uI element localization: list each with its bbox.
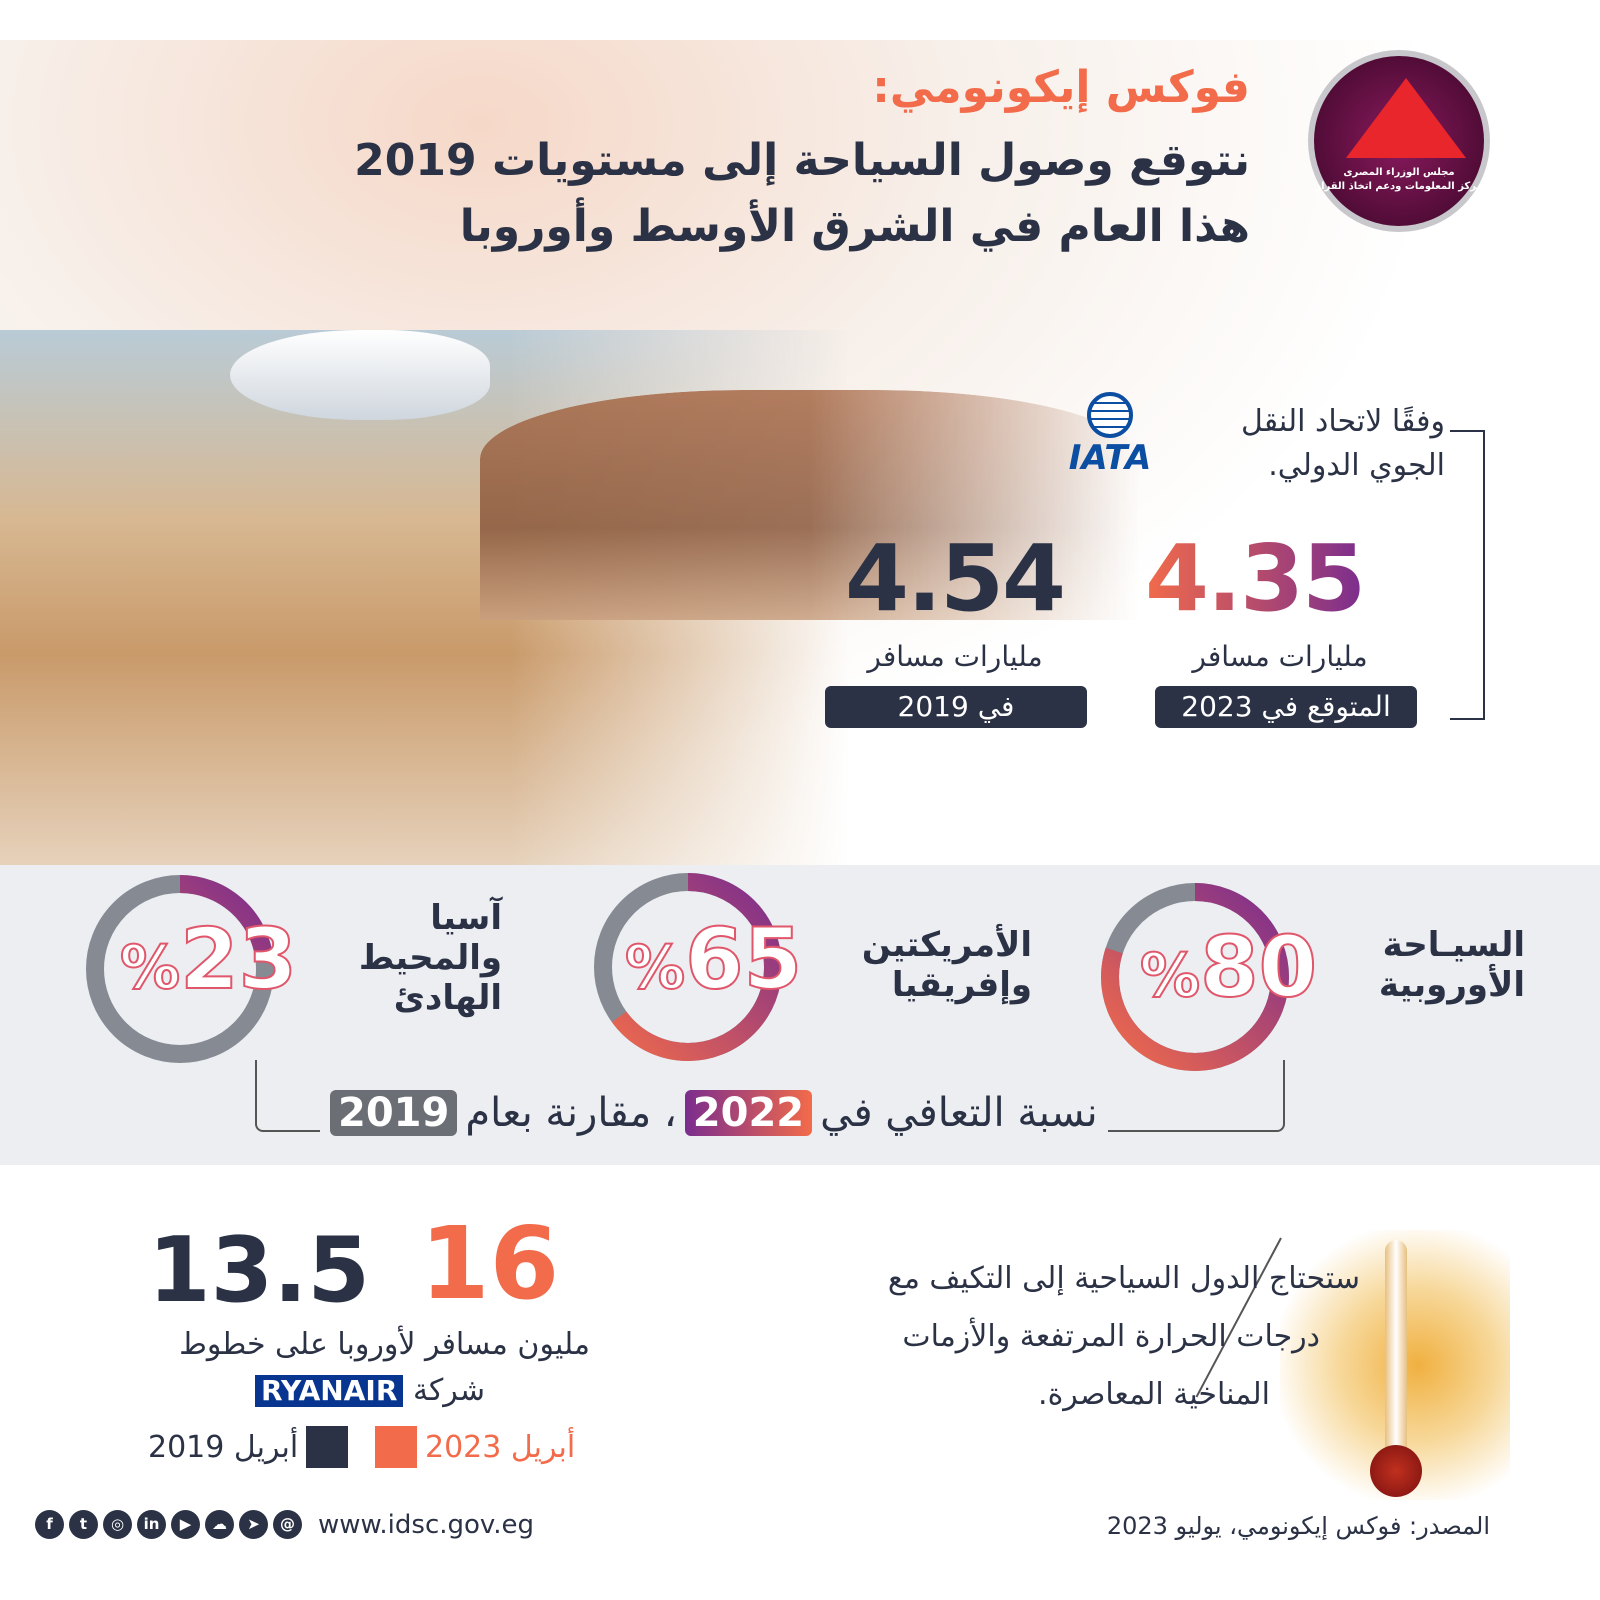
label-line: الأمريكتين: [861, 925, 1032, 965]
pct-value: 23: [179, 909, 298, 1009]
airplane-image: [230, 330, 490, 420]
facebook-icon[interactable]: f: [35, 1510, 64, 1539]
stat-2019-unit: مليارات مسافر: [867, 640, 1043, 673]
website-link[interactable]: www.idsc.gov.eg: [318, 1510, 535, 1540]
stat-2019-label: في 2019: [825, 686, 1087, 728]
percent-sign: %: [1139, 940, 1201, 1012]
logo-text: مركز المعلومات ودعم اتخاذ القرار: [1315, 181, 1483, 192]
ring-fill: [86, 875, 274, 1063]
legend-2019: أبريل 2019: [148, 1426, 349, 1468]
pct-value: 65: [684, 909, 803, 1009]
iata-wordmark: IATA: [1068, 438, 1152, 478]
label-line: آسيا: [430, 898, 502, 938]
label-line: الهادئ: [393, 978, 502, 1018]
note-line: المناخية المعاصرة.: [1038, 1377, 1270, 1412]
instagram-icon[interactable]: ◎: [103, 1510, 132, 1539]
label-americas-africa: الأمريكتين وإفريقيا: [862, 925, 1032, 1005]
percent-sign: %: [119, 932, 181, 1004]
label-asia-pacific: آسيا والمحيط الهادئ: [359, 898, 502, 1018]
legend-label: أبريل 2023: [425, 1429, 576, 1465]
legend-swatch: [375, 1426, 417, 1468]
linkedin-icon[interactable]: in: [137, 1510, 166, 1539]
intro-line: الجوي الدولي.: [1268, 448, 1445, 483]
label-line: والمحيط: [358, 938, 502, 978]
title-source: فوكس إيكونومي:: [872, 62, 1250, 113]
label-line: السيـاحة: [1382, 925, 1525, 965]
title-line: نتوقع وصول السياحة إلى مستويات 2019: [354, 135, 1250, 186]
pct-americas-africa: % 65: [624, 909, 803, 1009]
percent-sign: %: [624, 932, 686, 1004]
ring-americas-africa: [588, 867, 788, 1067]
title-line: هذا العام في الشرق الأوسط وأوروبا: [459, 201, 1250, 252]
stat-2019-value: 4.54: [845, 525, 1066, 632]
bracket-divider: [1450, 430, 1485, 720]
thermometer-image: [1280, 1230, 1510, 1500]
ryanair-description: مليون مسافر لأوروبا على خطوط شركة RYANAI…: [140, 1322, 590, 1414]
stat-2023-unit: مليارات مسافر: [1192, 640, 1368, 673]
year-badge-2019: 2019: [330, 1090, 458, 1136]
desc-line: شركة: [412, 1373, 485, 1408]
legend-label: أبريل 2019: [148, 1429, 299, 1465]
logo-text: مجلس الوزراء المصرى: [1343, 167, 1455, 178]
legend-swatch: [306, 1426, 349, 1468]
pct-asia-pacific: % 23: [119, 909, 298, 1009]
pct-europe: % 80: [1139, 917, 1318, 1017]
caption-text: نسبة التعافي في: [820, 1090, 1098, 1136]
ring-fill: [1101, 883, 1289, 1071]
desc-line: مليون مسافر لأوروبا على خطوط: [179, 1327, 590, 1362]
stat-2023-label: المتوقع في 2023: [1155, 686, 1417, 728]
ring-asia-pacific: [80, 869, 280, 1069]
threads-icon[interactable]: @: [273, 1510, 302, 1539]
recovery-caption: نسبة التعافي في 2022 ، مقارنة بعام 2019: [320, 1090, 1108, 1136]
note-line: درجات الحرارة المرتفعة والأزمات: [902, 1319, 1320, 1354]
stat-2023-value: 4.35: [1145, 525, 1366, 632]
page-title: نتوقع وصول السياحة إلى مستويات 2019 هذا …: [150, 128, 1250, 260]
ring-chart: [1101, 883, 1289, 1071]
climate-note: ستحتاج الدول السياحية إلى التكيف مع درجا…: [800, 1250, 1360, 1424]
pct-value: 80: [1199, 917, 1318, 1017]
youtube-icon[interactable]: ▶: [171, 1510, 200, 1539]
soundcloud-icon[interactable]: ☁: [205, 1510, 234, 1539]
intro-line: وفقًا لاتحاد النقل: [1241, 404, 1445, 439]
year-badge-2022: 2022: [684, 1090, 813, 1136]
ryanair-2023-value: 16: [420, 1205, 560, 1322]
ring-chart: [594, 873, 782, 1061]
label-europe: السيـاحة الأوروبية: [1379, 925, 1525, 1005]
label-line: وإفريقيا: [891, 965, 1032, 1005]
label-line: الأوروبية: [1378, 965, 1525, 1005]
globe-icon: [1087, 392, 1133, 438]
colosseum-photo: [480, 390, 1140, 620]
source-note: المصدر: فوكس إيكونومي، يوليو 2023: [1106, 1512, 1490, 1540]
telegram-icon[interactable]: ➤: [239, 1510, 268, 1539]
ring-europe: [1095, 877, 1295, 1077]
idsc-logo: مجلس الوزراء المصرى مركز المعلومات ودعم …: [1308, 50, 1490, 232]
note-line: ستحتاج الدول السياحية إلى التكيف مع: [887, 1261, 1360, 1296]
caption-text: ، مقارنة بعام: [465, 1090, 677, 1136]
ring-chart: [86, 875, 274, 1063]
ryanair-2019-value: 13.5: [148, 1218, 371, 1323]
social-links: f t ◎ in ▶ ☁ ➤ @: [35, 1510, 302, 1539]
iata-logo: IATA: [1035, 392, 1185, 478]
twitter-icon[interactable]: t: [69, 1510, 98, 1539]
ring-fill: [594, 873, 782, 1061]
ryanair-logo: RYANAIR: [255, 1375, 404, 1407]
iata-intro: وفقًا لاتحاد النقل الجوي الدولي.: [1241, 400, 1445, 488]
legend-2023: أبريل 2023: [375, 1426, 575, 1468]
egypt-eagle-icon: [1346, 78, 1466, 158]
